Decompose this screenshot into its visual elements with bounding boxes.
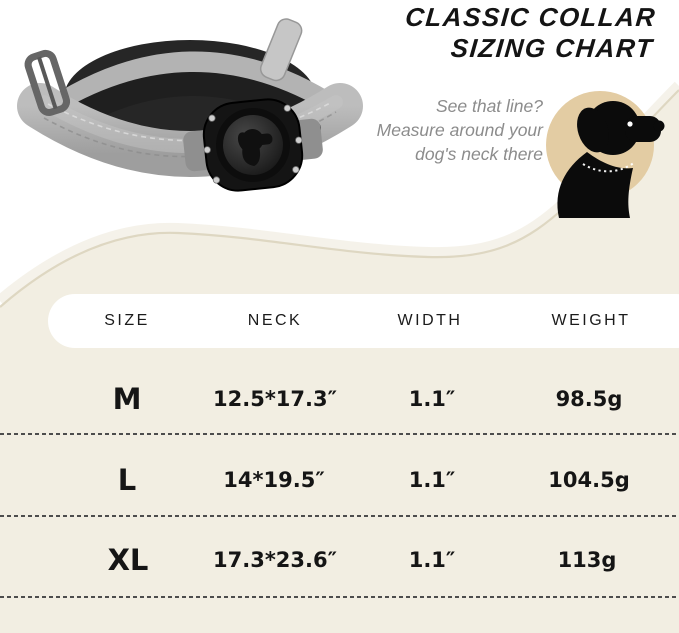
- row-divider-1: [0, 433, 679, 435]
- neck-value: 14*19.5″: [223, 468, 325, 492]
- table-row-l: L 14*19.5″ 1.1″ 104.5g: [0, 463, 679, 497]
- column-header-weight: WEIGHT: [551, 312, 631, 329]
- cream-band: [0, 90, 679, 633]
- size-value: M: [112, 382, 142, 416]
- row-divider-2: [0, 515, 679, 517]
- table-row-m: M 12.5*17.3″ 1.1″ 98.5g: [0, 382, 679, 416]
- note-line-1: See that line?: [435, 96, 543, 116]
- width-value: 1.1″: [408, 548, 456, 572]
- collar-buckle: [24, 49, 71, 116]
- neck-value: 12.5*17.3″: [213, 387, 337, 411]
- dog-eye: [627, 121, 633, 127]
- collar-back-band: [32, 51, 348, 128]
- airtag-screws: [203, 104, 303, 184]
- title-line-2: SIZING CHART: [449, 33, 655, 63]
- table-row-xl: XL 17.3*23.6″ 1.1″ 113g: [0, 543, 679, 577]
- title-line-1: CLASSIC COLLAR: [404, 2, 658, 32]
- size-value: XL: [107, 543, 149, 577]
- width-value: 1.1″: [408, 468, 456, 492]
- column-header-width: WIDTH: [397, 312, 463, 329]
- dog-collar-dotted-line: [582, 161, 636, 173]
- neck-value: 17.3*23.6″: [213, 548, 337, 572]
- size-value: L: [117, 463, 137, 497]
- page-title: CLASSIC COLLAR SIZING CHART: [402, 2, 658, 64]
- collar-keeper-strap: [259, 18, 303, 82]
- airtag-dog-engraving: [237, 129, 273, 166]
- dog-silhouette: [557, 101, 665, 218]
- column-header-neck: NECK: [247, 312, 303, 329]
- airtag-case: [183, 98, 323, 192]
- width-value: 1.1″: [408, 387, 456, 411]
- note-line-2: Measure around your: [376, 120, 543, 140]
- dog-head-icon: [546, 91, 665, 218]
- weight-value: 98.5g: [555, 387, 623, 411]
- weight-value: 104.5g: [548, 468, 630, 492]
- table-header: SIZE NECK WIDTH WEIGHT: [48, 294, 679, 348]
- measure-note: See that line? Measure around your dog's…: [377, 94, 543, 166]
- weight-value: 113g: [557, 548, 617, 572]
- row-divider-3: [0, 596, 679, 598]
- column-header-size: SIZE: [104, 312, 150, 329]
- collar-product-photo: [17, 18, 363, 192]
- note-line-3: dog's neck there: [415, 144, 543, 164]
